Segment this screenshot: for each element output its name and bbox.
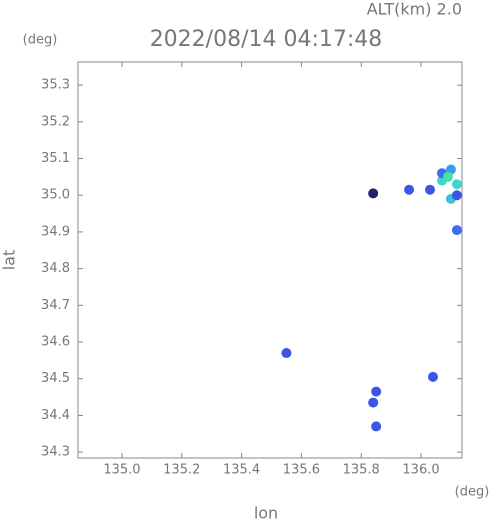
x-unit: (deg) [455, 485, 490, 500]
echo [368, 188, 379, 199]
y-tick-label: 35.0 [41, 188, 70, 203]
echo [371, 386, 382, 397]
x-tick-label: 136.0 [402, 463, 439, 478]
echo [451, 179, 462, 190]
y-tick-label: 34.3 [41, 445, 70, 460]
y-tick-label: 34.5 [41, 371, 70, 386]
echo [404, 184, 415, 195]
y-tick-label: 35.2 [41, 114, 70, 129]
echo [368, 397, 379, 408]
y-tick-label: 34.4 [41, 408, 70, 423]
echo [451, 225, 462, 236]
y-tick-label: 34.6 [41, 335, 70, 350]
echo [281, 348, 292, 359]
y-tick-label: 34.7 [41, 298, 70, 313]
y-unit: (deg) [23, 33, 58, 48]
x-tick-label: 135.8 [343, 463, 380, 478]
altitude: ALT(km) 2.0 [367, 0, 462, 19]
y-tick-label: 34.9 [41, 224, 70, 239]
chart-title: 2022/08/14 04:17:48 [150, 27, 383, 52]
x-tick-label: 135.6 [283, 463, 320, 478]
echo [371, 421, 382, 432]
echo [425, 184, 435, 195]
x-tick-label: 135.2 [163, 463, 200, 478]
plot-frame [77, 61, 463, 459]
y-tick-label: 35.1 [41, 151, 70, 166]
y-axis-label: lat [0, 250, 19, 271]
x-tick-label: 135.0 [103, 463, 140, 478]
echo [451, 190, 462, 201]
echo [442, 171, 453, 182]
y-tick-label: 35.3 [41, 78, 70, 93]
x-tick-label: 135.4 [223, 463, 260, 478]
x-axis-label: lon [254, 504, 278, 521]
y-tick-label: 34.8 [41, 261, 70, 276]
echo [427, 371, 438, 382]
